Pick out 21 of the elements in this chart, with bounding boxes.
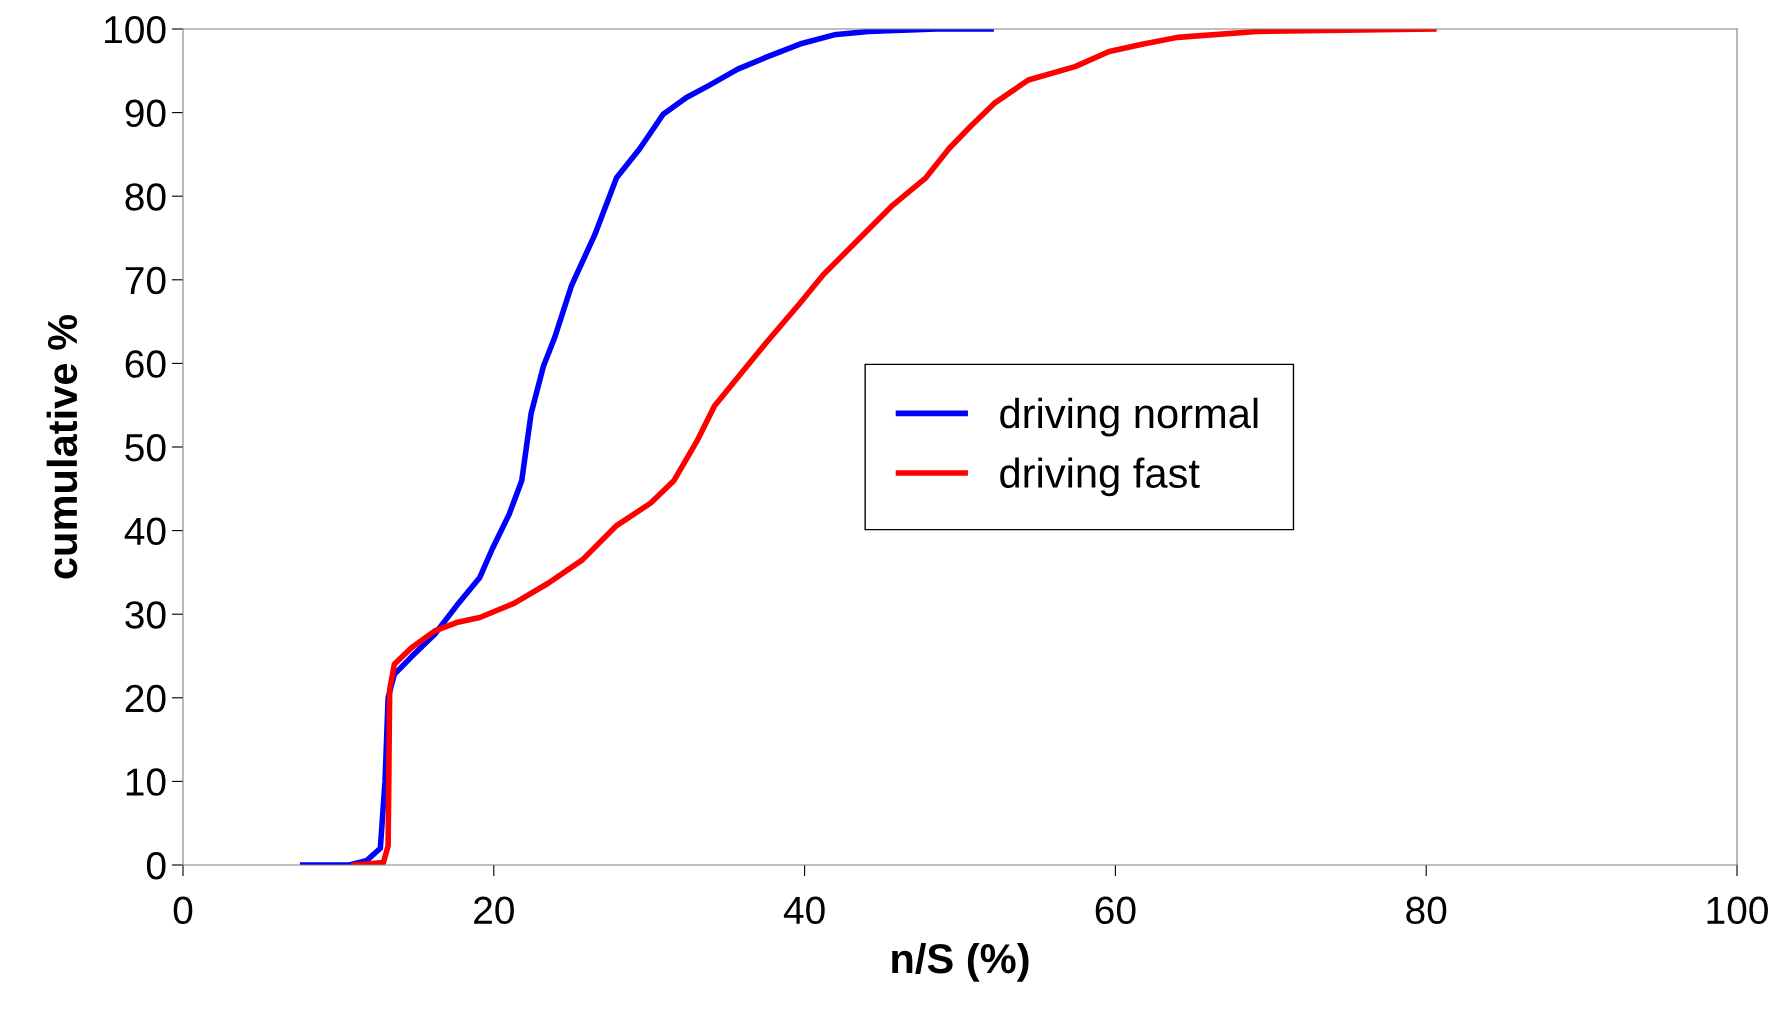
x-tick-label: 60 [1095, 896, 1136, 925]
x-tick-label: 20 [474, 896, 514, 925]
y-tick-label: 70 [125, 266, 166, 295]
y-tick-label: 40 [124, 517, 166, 546]
x-tick-label: 40 [783, 896, 825, 925]
legend-label: driving normal [1000, 397, 1258, 437]
y-tick-label: 30 [125, 601, 166, 629]
x-tick-label: 80 [1406, 896, 1447, 925]
x-axis-title: n/S (%) [892, 942, 1029, 982]
y-tick-label: 80 [125, 183, 166, 211]
y-tick-label: 90 [125, 99, 166, 128]
y-axis-title: cumulative % [46, 314, 78, 579]
x-tick-label: 0 [173, 896, 193, 925]
x-tick-label: 100 [1707, 896, 1768, 925]
y-tick-label: 50 [125, 433, 166, 462]
y-tick-label: 60 [125, 350, 166, 378]
y-tick-label: 20 [125, 684, 166, 713]
y-tick-label: 0 [146, 851, 166, 880]
y-tick-label: 10 [126, 768, 166, 796]
y-tick-label: 100 [105, 15, 166, 44]
legend-label: driving fast [1000, 457, 1200, 497]
